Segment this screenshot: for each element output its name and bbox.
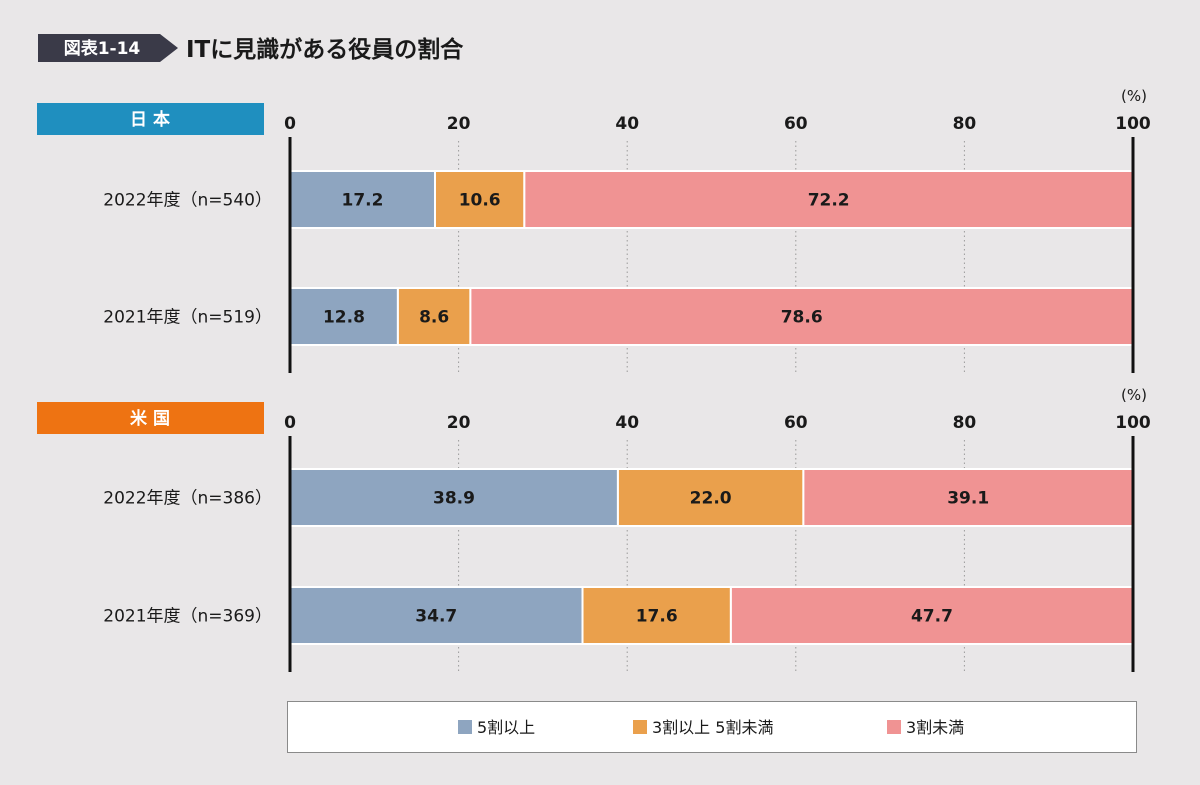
panel-header-japan [37,103,264,135]
unit-label-us: (%) [1121,386,1147,404]
tick-label-japan-0: 0 [284,114,296,134]
category-label-japan-1: 2021年度（n=519） [103,308,272,328]
data-label-us-0-2: 39.1 [947,489,989,509]
tick-label-japan-80: 80 [953,114,977,134]
figure-label-tag [38,34,178,62]
data-label-us-0-1: 22.0 [690,489,732,509]
data-label-us-1-0: 34.7 [415,607,457,627]
legend-swatch-2 [887,720,901,734]
legend-swatch-1 [633,720,647,734]
bar-segment-japan-1-0 [289,287,399,346]
bar-segment-us-0-0 [289,468,619,527]
legend-label-1: 3割以上 5割未満 [652,718,773,737]
tick-label-us-60: 60 [784,413,808,433]
legend-swatch-0 [458,720,472,734]
bar-segment-us-0-1 [616,468,805,527]
bar-segment-us-1-1 [581,586,732,645]
category-label-us-0: 2022年度（n=386） [103,489,272,509]
unit-label-japan: (%) [1121,87,1147,105]
data-label-japan-0-2: 72.2 [808,191,850,211]
tick-label-us-40: 40 [615,413,639,433]
figure-title: ITに見識がある役員の割合 [186,36,464,63]
bar-segment-japan-0-1 [433,170,526,229]
tick-label-japan-40: 40 [615,114,639,134]
data-label-japan-1-0: 12.8 [323,308,365,328]
legend-label-2: 3割未満 [906,718,964,737]
panel-title-japan: 日 本 [130,109,170,130]
tick-label-us-0: 0 [284,413,296,433]
bar-segment-japan-0-2 [523,170,1134,229]
panel-japan: 日 本 (%) 0 20 40 60 80 100 2022年度（n=540） 17.2 10.6 7… [37,87,1151,373]
legend: 5割以上 3割以上 5割未満 3割未満 [458,718,964,737]
bar-segment-us-1-2 [729,586,1134,645]
figure-label: 図表1-14 [64,38,141,59]
tick-label-japan-100: 100 [1115,114,1151,134]
data-label-us-0-0: 38.9 [433,489,475,509]
tick-label-us-20: 20 [447,413,471,433]
tick-label-japan-20: 20 [447,114,471,134]
panel-header-us [37,402,264,434]
data-label-japan-0-0: 17.2 [342,191,384,211]
data-label-japan-1-2: 78.6 [781,308,823,328]
panel-title-us: 米 国 [130,408,170,429]
category-label-us-1: 2021年度（n=369） [103,607,272,627]
bar-segment-japan-1-1 [396,287,472,346]
tick-label-japan-60: 60 [784,114,808,134]
legend-box [287,701,1137,753]
data-label-japan-1-1: 8.6 [419,308,449,328]
tick-label-us-80: 80 [953,413,977,433]
legend-label-0: 5割以上 [477,718,535,737]
data-label-us-1-2: 47.7 [911,607,953,627]
category-label-japan-0: 2022年度（n=540） [103,191,272,211]
data-label-japan-0-1: 10.6 [459,191,501,211]
panel-us: 米 国 (%) 0 20 40 60 80 100 2022年度（n=386） 38.9 22.0 3… [37,386,1151,672]
tick-label-us-100: 100 [1115,413,1151,433]
plots: 日 本 (%) 0 20 40 60 80 100 2022年度（n=540） 17.2 10.6 7… [37,87,1151,672]
data-label-us-1-1: 17.6 [636,607,678,627]
bar-segment-japan-1-2 [469,287,1135,346]
